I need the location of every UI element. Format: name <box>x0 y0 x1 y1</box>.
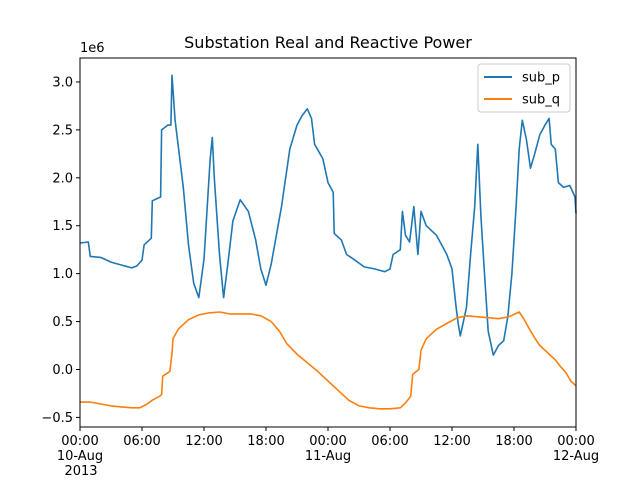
y-tick-label: 3.0 <box>52 75 73 90</box>
x-tick-label: 00:00 <box>309 434 346 449</box>
plot-area <box>79 57 577 428</box>
series-line-sub-q <box>80 311 577 410</box>
x-tick-label: 12:00 <box>433 434 470 449</box>
x-tick-label: 11-Aug <box>305 449 351 464</box>
y-tick-label: −0.5 <box>41 411 73 426</box>
y-offset-label: 1e6 <box>80 41 105 56</box>
y-tick-label: 2.5 <box>52 123 73 138</box>
legend-label: sub_q <box>522 93 560 108</box>
series-line-sub-p <box>79 74 577 356</box>
x-tick-label: 06:00 <box>371 434 408 449</box>
y-tick-label: 0.5 <box>52 315 73 330</box>
series-lines <box>79 74 577 410</box>
x-tick-label: 06:00 <box>123 434 160 449</box>
y-tick-label: 1.5 <box>52 219 73 234</box>
y-tick-label: 1.0 <box>52 267 73 282</box>
chart-title: Substation Real and Reactive Power <box>184 33 472 52</box>
x-tick-label: 00:00 <box>61 434 98 449</box>
x-tick-label: 18:00 <box>247 434 284 449</box>
legend-label: sub_p <box>522 71 560 86</box>
y-tick-label: 2.0 <box>52 171 73 186</box>
x-tick-label: 12:00 <box>185 434 222 449</box>
x-tick-label: 00:00 <box>557 434 594 449</box>
x-tick-label: 10-Aug <box>57 449 103 464</box>
plot-frame <box>79 57 577 428</box>
x-tick-label: 18:00 <box>495 434 532 449</box>
x-tick-label: 2013 <box>64 464 97 479</box>
legend: sub_p sub_q <box>477 63 571 113</box>
y-tick-label: 0.0 <box>52 363 73 378</box>
x-tick-label: 12-Aug <box>553 449 599 464</box>
y-axis: −0.5 0.0 0.5 1.0 1.5 2.0 2.5 3.0 <box>41 75 80 426</box>
